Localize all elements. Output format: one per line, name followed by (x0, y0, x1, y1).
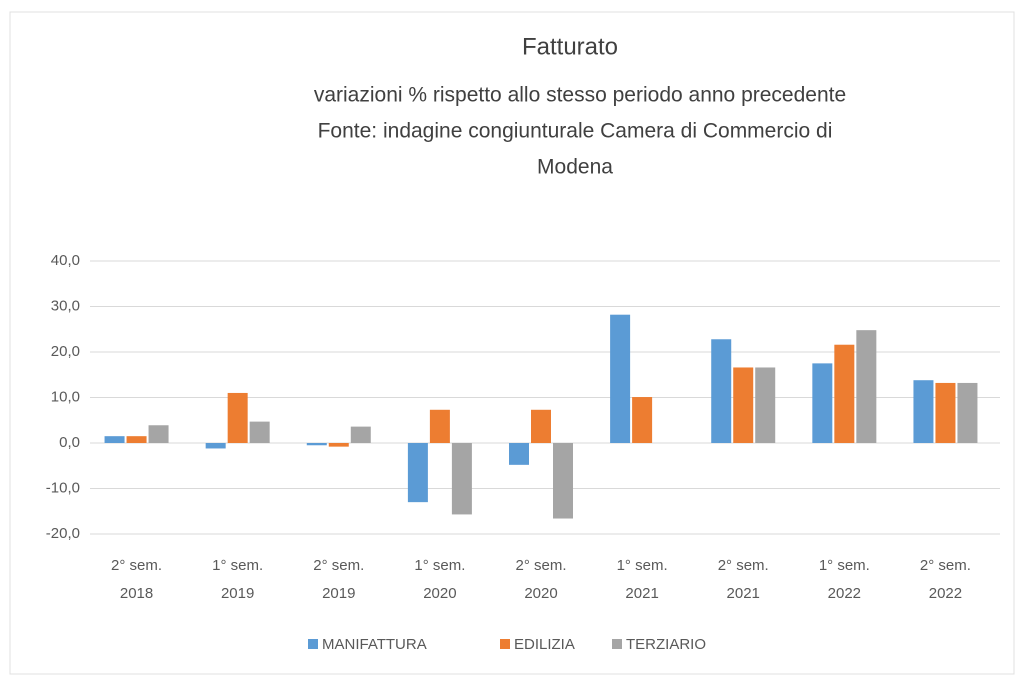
x-tick-label: 2022 (929, 585, 962, 602)
chart-title: Fatturato (522, 33, 618, 60)
y-tick-label: -20,0 (46, 525, 80, 542)
x-tick-label: 2° sem. (515, 557, 566, 574)
bar (451, 443, 472, 515)
legend-swatch (308, 639, 318, 649)
bar (957, 382, 978, 443)
y-tick-label: -10,0 (46, 479, 80, 496)
bar (531, 409, 551, 443)
bar (227, 392, 248, 443)
y-tick-label: 0,0 (59, 434, 80, 451)
x-tick-label: 1° sem. (212, 557, 263, 574)
bar (306, 443, 327, 446)
x-tick-label: 2018 (120, 585, 153, 602)
x-tick-label: 2019 (221, 585, 254, 602)
x-tick-label: 2020 (423, 585, 456, 602)
bar (856, 330, 877, 443)
legend-label: EDILIZIA (514, 636, 575, 653)
x-tick-label: 2021 (625, 585, 658, 602)
bar (632, 397, 653, 443)
chart-subtitle: variazioni % rispetto allo stesso period… (314, 84, 846, 107)
x-tick-label: 2022 (828, 585, 861, 602)
x-tick-label: 2° sem. (718, 557, 769, 574)
bar (553, 443, 573, 519)
y-tick-label: 30,0 (51, 297, 80, 314)
bar (935, 382, 956, 443)
x-tick-label: 1° sem. (617, 557, 668, 574)
bar (205, 443, 226, 449)
bar (429, 409, 450, 443)
bar (104, 436, 125, 443)
bar (328, 443, 349, 447)
x-tick-label: 2019 (322, 585, 355, 602)
legend-swatch (500, 639, 510, 649)
bar (733, 367, 754, 443)
x-tick-label: 1° sem. (819, 557, 870, 574)
bar (711, 339, 732, 443)
bar (249, 421, 270, 443)
legend-label: TERZIARIO (626, 636, 706, 653)
bar (913, 380, 934, 443)
bar (509, 443, 529, 465)
x-tick-label: 2021 (727, 585, 760, 602)
x-tick-label: 1° sem. (414, 557, 465, 574)
y-tick-label: 10,0 (51, 388, 80, 405)
bar (350, 426, 371, 443)
x-tick-label: 2020 (524, 585, 557, 602)
x-tick-label: 2° sem. (313, 557, 364, 574)
chart-border (9, 11, 1015, 675)
y-tick-label: 20,0 (51, 343, 80, 360)
x-tick-label: 2° sem. (920, 557, 971, 574)
bar (407, 443, 428, 503)
bar (834, 344, 855, 443)
legend-label: MANIFATTURA (322, 636, 427, 653)
chart-source: Modena (537, 156, 613, 179)
chart-source: Fonte: indagine congiunturale Camera di … (318, 120, 833, 143)
x-tick-label: 2° sem. (111, 557, 162, 574)
bar (812, 363, 833, 443)
bar (126, 436, 147, 443)
legend-swatch (612, 639, 622, 649)
y-tick-label: 40,0 (51, 252, 80, 269)
bar (148, 425, 169, 443)
bar (755, 367, 776, 443)
bar (610, 314, 631, 443)
